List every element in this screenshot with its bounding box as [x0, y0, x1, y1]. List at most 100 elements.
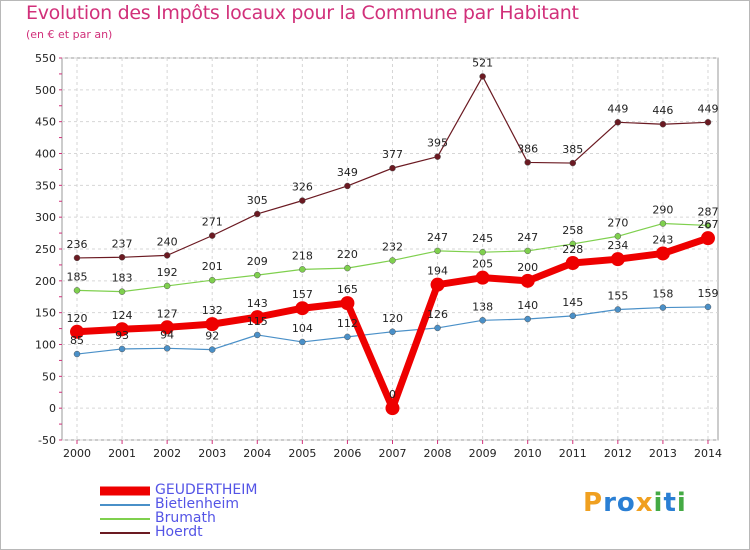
x-tick-label: 2008 [424, 447, 452, 460]
data-point-geudertheim [115, 322, 130, 337]
data-point-geudertheim [385, 401, 400, 416]
data-point-geudertheim [295, 301, 310, 316]
y-tick-label: 0 [49, 402, 56, 415]
y-tick-label: 150 [35, 307, 56, 320]
data-label-brumath: 192 [157, 266, 178, 279]
data-label-brumath: 218 [292, 249, 313, 262]
data-point-brumath [208, 276, 216, 284]
data-point-bietlenheim [569, 312, 577, 320]
data-point-bietlenheim [389, 328, 396, 336]
legend-label-bietlenheim: Bietlenheim [155, 496, 239, 512]
y-tick-label: 400 [35, 148, 56, 161]
y-tick-label: 250 [35, 243, 56, 256]
legend-label-geudertheim: GEUDERTHEIM [155, 482, 258, 498]
x-tick-label: 2004 [243, 447, 271, 460]
data-label-brumath: 258 [562, 224, 583, 237]
data-point-brumath [163, 282, 171, 290]
data-point-hoerdt [434, 153, 441, 160]
data-point-hoerdt [704, 119, 712, 126]
data-point-geudertheim [160, 320, 175, 335]
legend-label-brumath: Brumath [155, 510, 216, 526]
data-point-bietlenheim [208, 346, 216, 353]
data-label-bietlenheim: 155 [607, 289, 628, 302]
data-point-hoerdt [479, 73, 486, 80]
data-label-bietlenheim: 94 [160, 328, 174, 341]
data-point-geudertheim [565, 256, 580, 271]
y-tick-label: 50 [42, 370, 56, 383]
data-point-brumath [659, 220, 667, 227]
data-label-geudertheim: 157 [292, 288, 313, 301]
legend-swatch-brumath [100, 518, 150, 520]
data-point-bietlenheim [254, 331, 261, 339]
y-tick-label: 200 [35, 275, 56, 288]
logo-letter: r [603, 488, 617, 518]
chart-subtitle: (en € et par an) [26, 28, 113, 41]
data-point-bietlenheim [344, 333, 351, 341]
data-point-hoerdt [208, 232, 216, 239]
x-tick-label: 2012 [604, 447, 632, 460]
data-point-bietlenheim [299, 338, 306, 346]
data-point-bietlenheim [163, 345, 171, 352]
logo-letter: i [676, 488, 687, 518]
data-label-brumath: 287 [697, 205, 718, 218]
data-label-brumath: 270 [607, 216, 628, 229]
legend-label-hoerdt: Hoerdt [155, 524, 203, 540]
data-label-bietlenheim: 158 [652, 288, 673, 301]
data-label-hoerdt: 305 [247, 194, 268, 207]
y-tick-label: 300 [35, 211, 56, 224]
data-point-bietlenheim [118, 345, 126, 353]
data-point-geudertheim [610, 252, 625, 267]
y-tick-label: 100 [35, 339, 56, 352]
data-label-hoerdt: 236 [67, 238, 88, 251]
data-label-geudertheim: 200 [517, 261, 538, 274]
logo-letter: P [583, 488, 604, 518]
data-point-brumath [524, 247, 531, 255]
proxiti-logo: Proxiti [583, 488, 687, 518]
data-point-geudertheim [205, 317, 220, 332]
data-label-bietlenheim: 93 [115, 329, 129, 342]
data-point-bietlenheim [704, 303, 712, 311]
data-point-brumath [254, 271, 261, 279]
logo-letter: x [635, 488, 654, 518]
data-label-geudertheim: 120 [67, 312, 88, 325]
data-point-hoerdt [73, 254, 81, 262]
data-point-bietlenheim [479, 317, 486, 324]
data-label-bietlenheim: 145 [562, 296, 583, 309]
data-point-hoerdt [299, 197, 306, 204]
data-point-bietlenheim [524, 315, 531, 323]
x-tick-label: 2014 [694, 447, 722, 460]
data-point-hoerdt [524, 159, 531, 166]
data-label-bietlenheim: 140 [517, 299, 538, 312]
legend-swatch-bietlenheim [100, 504, 150, 506]
data-label-hoerdt: 237 [112, 237, 133, 250]
data-point-brumath [118, 288, 126, 295]
data-label-hoerdt: 271 [202, 216, 223, 229]
x-tick-label: 2005 [288, 447, 316, 460]
legend-swatch-hoerdt [100, 532, 150, 534]
data-label-hoerdt: 449 [607, 102, 628, 115]
data-point-geudertheim [430, 277, 445, 292]
data-label-geudertheim: 132 [202, 304, 223, 317]
x-tick-label: 2000 [63, 447, 91, 460]
data-label-brumath: 290 [652, 204, 673, 217]
x-tick-label: 2011 [559, 447, 587, 460]
data-label-hoerdt: 326 [292, 181, 313, 194]
data-point-hoerdt [344, 182, 351, 190]
data-label-hoerdt: 446 [652, 104, 673, 117]
data-point-geudertheim [475, 270, 490, 285]
data-label-geudertheim: 124 [112, 309, 133, 322]
data-point-hoerdt [163, 252, 171, 259]
logo-letter: t [663, 488, 677, 518]
y-tick-label: 350 [35, 179, 56, 192]
data-point-bietlenheim [434, 324, 441, 332]
y-tick-label: 450 [35, 116, 56, 129]
data-label-bietlenheim: 115 [247, 315, 268, 328]
data-point-hoerdt [614, 119, 622, 126]
data-point-bietlenheim [659, 304, 667, 311]
data-label-bietlenheim: 92 [205, 330, 219, 343]
data-label-geudertheim: 267 [697, 218, 718, 231]
data-point-brumath [704, 222, 712, 229]
data-point-hoerdt [569, 159, 577, 167]
data-label-brumath: 183 [112, 272, 133, 285]
data-label-geudertheim: 143 [247, 297, 268, 310]
